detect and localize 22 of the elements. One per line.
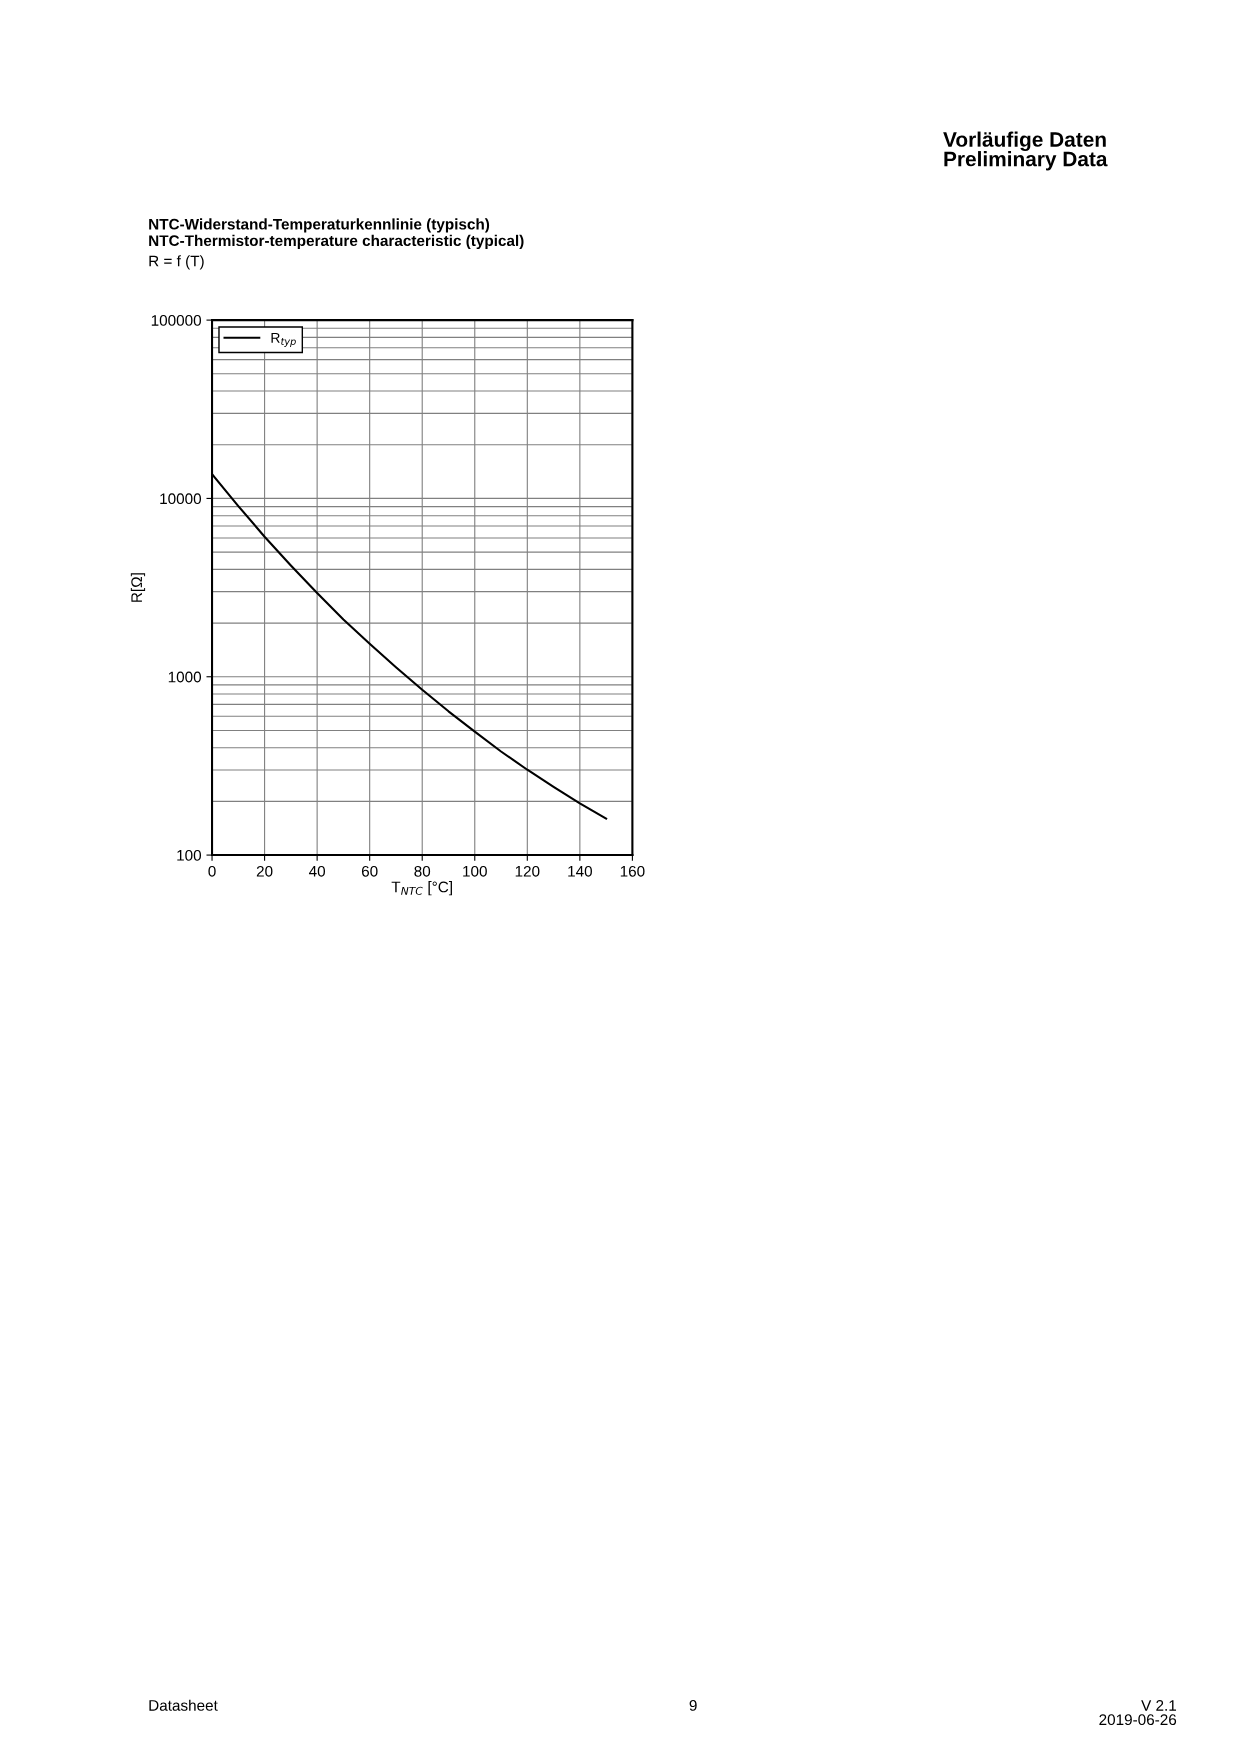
y-tick-label: 100 <box>177 849 202 861</box>
y-tick-label: 10000 <box>160 493 202 505</box>
x-tick-label: 80 <box>414 865 431 877</box>
x-tick-label: 0 <box>208 865 216 877</box>
x-tick-label: 120 <box>515 865 540 877</box>
legend-label: R$_{typ}$ <box>271 333 296 347</box>
y-axis-title: R[Ω] <box>130 573 146 602</box>
text: Datasheet <box>149 1699 218 1711</box>
chart-title: NTC-Widerstand-Temperaturkennlinie (typisch) NTC-Thermistor-temperature characteristic (typical) <box>149 218 524 250</box>
text: Vorläufige Daten Preliminary Data <box>943 131 1108 171</box>
x-tick-label: 140 <box>568 865 592 877</box>
x-tick-label: 100 <box>463 865 487 877</box>
x-tick-label: 60 <box>361 865 378 877</box>
x-tick-label: 40 <box>308 865 326 877</box>
text: 9 <box>689 1700 697 1711</box>
x-axis-title: T$_{NTC}$ [°C] <box>391 881 452 896</box>
y-tick-label: 100000 <box>151 314 202 326</box>
x-tick-label: 160 <box>620 865 645 877</box>
chart-subtitle: R = f (T) <box>149 255 204 270</box>
y-tick-label: 1000 <box>168 671 202 683</box>
x-tick-label: 20 <box>256 865 273 877</box>
text: V 2.1 2019-06-26 <box>1099 1700 1177 1726</box>
